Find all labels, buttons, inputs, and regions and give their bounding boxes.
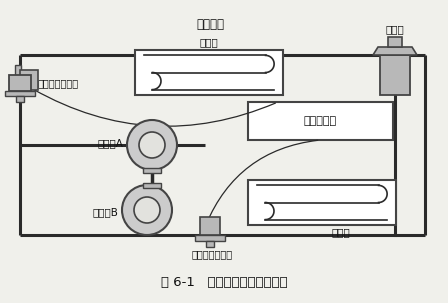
Circle shape [139,132,165,158]
Bar [200,217,220,235]
Text: 压缩机B: 压缩机B [92,207,118,217]
Bar [248,180,396,225]
Bar [135,50,283,95]
Bar [9,75,31,91]
Circle shape [134,197,160,223]
Bar [248,102,393,140]
Text: 压缩机A: 压缩机A [97,138,123,148]
Bar [20,70,38,90]
Polygon shape [373,47,417,55]
Text: 膨胀阀: 膨胀阀 [386,24,405,34]
Circle shape [127,120,177,170]
Bar [195,235,225,241]
FancyArrowPatch shape [206,140,318,225]
Text: 蒸发器: 蒸发器 [200,37,218,47]
Circle shape [122,185,172,235]
Text: 制冷循环: 制冷循环 [196,18,224,32]
Text: 图 6-1   直接膨胀供液制冷系统: 图 6-1 直接膨胀供液制冷系统 [161,277,287,289]
Bar [380,55,410,95]
Text: 回气压力检测头: 回气压力检测头 [38,78,79,88]
Bar [15,65,21,83]
Bar [206,241,214,247]
Bar [143,182,161,188]
FancyArrowPatch shape [34,89,276,126]
Bar [5,91,35,96]
Text: 冷凝器: 冷凝器 [332,227,351,237]
Bar [388,37,402,47]
Text: 排气压力检测头: 排气压力检测头 [191,249,233,259]
Bar [16,96,24,102]
Bar [143,168,161,172]
Text: 制冷控制器: 制冷控制器 [304,116,337,126]
